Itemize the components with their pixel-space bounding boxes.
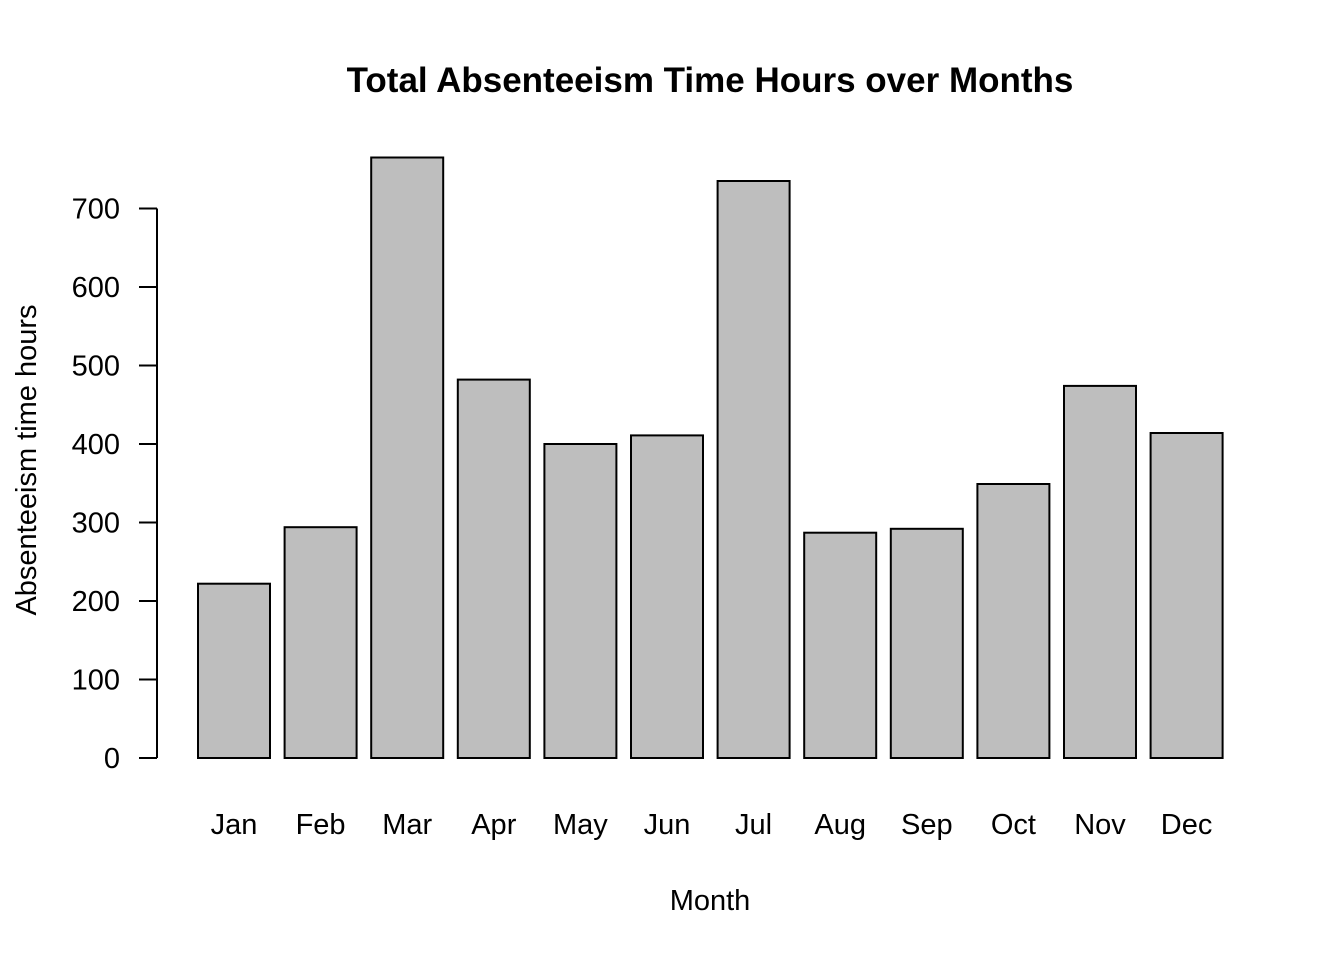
bar-oct bbox=[976, 483, 1051, 759]
bar-nov bbox=[1063, 384, 1137, 759]
x-axis-label: Month bbox=[670, 885, 751, 917]
bar-dec bbox=[1149, 432, 1224, 759]
x-tick-label-jul: Jul bbox=[735, 809, 772, 841]
x-tick-label-jun: Jun bbox=[644, 809, 691, 841]
y-tick-label-200: 200 bbox=[72, 586, 120, 618]
bar-may bbox=[543, 443, 618, 759]
bar-apr bbox=[456, 378, 531, 759]
bar-sep bbox=[889, 527, 964, 759]
y-axis: 0 100 200 300 400 500 600 700 bbox=[72, 194, 158, 775]
x-tick-label-feb: Feb bbox=[296, 809, 346, 841]
x-tick-label-jan: Jan bbox=[211, 809, 258, 841]
x-tick-label-sep: Sep bbox=[901, 809, 953, 841]
y-tick-label-600: 600 bbox=[72, 272, 120, 304]
bar-jul bbox=[716, 180, 791, 759]
bar-jan bbox=[197, 582, 271, 760]
bar-aug bbox=[803, 531, 878, 760]
x-tick-labels: Jan Feb Mar Apr May Jun Jul Aug Sep Oct Nov Dec bbox=[211, 809, 1213, 841]
chart-title: Total Absenteeism Time Hours over Months bbox=[347, 61, 1074, 100]
x-tick-label-oct: Oct bbox=[991, 809, 1036, 841]
bars-group bbox=[197, 156, 1224, 760]
bar-jun bbox=[630, 434, 704, 759]
y-tick-label-500: 500 bbox=[72, 351, 120, 383]
bar-feb bbox=[283, 526, 358, 760]
y-tick-label-400: 400 bbox=[72, 429, 120, 461]
x-tick-label-apr: Apr bbox=[471, 809, 516, 841]
y-axis-label: Absenteeism time hours bbox=[11, 304, 43, 615]
x-tick-label-aug: Aug bbox=[814, 809, 866, 841]
y-tick-label-300: 300 bbox=[72, 508, 120, 540]
y-tick-label-700: 700 bbox=[72, 194, 120, 226]
x-tick-label-dec: Dec bbox=[1161, 809, 1213, 841]
x-tick-label-may: May bbox=[553, 809, 608, 841]
x-tick-label-mar: Mar bbox=[382, 809, 432, 841]
y-tick-label-100: 100 bbox=[72, 665, 120, 697]
y-tick-label-0: 0 bbox=[104, 743, 120, 775]
x-tick-label-nov: Nov bbox=[1074, 809, 1126, 841]
bar-mar bbox=[370, 156, 445, 759]
